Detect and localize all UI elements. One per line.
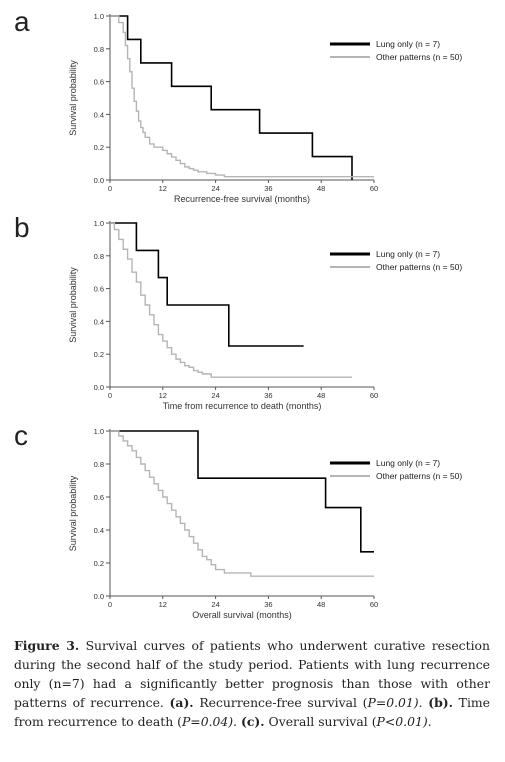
chart-a-panel-label: a [14, 6, 30, 37]
chart-c-x-tick-label: 0 [108, 600, 112, 609]
chart-c-y-tick-label: 0.0 [94, 592, 104, 601]
chart-a-legend-label: Lung only (n = 7) [376, 39, 440, 49]
chart-b-x-tick-label: 0 [108, 391, 112, 400]
chart-a-series-lung-only-curve [110, 15, 353, 180]
chart-a-y-axis-label: Survival probability [68, 60, 78, 136]
chart-a-y-tick-label: 0.0 [94, 176, 104, 185]
chart-b-x-tick-label: 12 [159, 391, 167, 400]
caption-panel-c-label: (c). [241, 714, 265, 729]
chart-c-legend-label: Lung only (n = 7) [376, 458, 440, 468]
chart-b-y-tick-label: 0.0 [94, 383, 104, 392]
chart-c-x-tick-label: 12 [159, 600, 167, 609]
chart-c-y-tick-label: 0.6 [94, 493, 104, 502]
chart-c-y-axis-label: Survival probability [68, 475, 78, 551]
chart-c-series-other-patterns-curve [110, 430, 374, 577]
caption-figure-label: Figure 3. [14, 638, 80, 653]
chart-c-x-tick-label: 60 [370, 600, 378, 609]
figure-panels: a 0.0 0.2 0.4 0.6 0.8 1.0 0 12 24 36 48 60 Recurrence… [14, 6, 462, 620]
chart-a-series-other-patterns-curve [110, 15, 374, 178]
caption-panel-c-pvalue: P<0.01). [376, 714, 432, 729]
caption-panel-b-pvalue: P=0.04). [181, 714, 241, 729]
chart-a-y-tick-label: 0.4 [94, 110, 104, 119]
chart-c-y-tick-label: 0.4 [94, 526, 104, 535]
chart-b-series-other-patterns-curve [110, 222, 352, 378]
chart-a-x-tick-label: 0 [108, 184, 112, 193]
chart-b-legend-label: Lung only (n = 7) [376, 249, 440, 259]
chart-a-x-axis-label: Recurrence-free survival (months) [174, 194, 310, 204]
chart-c-series-lung-only-curve [110, 430, 374, 553]
chart-a-x-tick-label: 60 [370, 184, 378, 193]
caption-panel-b-text: Time from recurrence to death ( [14, 695, 490, 729]
chart-c-x-tick-label: 24 [211, 600, 219, 609]
chart-a-y-tick-label: 1.0 [94, 12, 104, 21]
chart-b-x-axis-label: Time from recurrence to death (months) [163, 401, 322, 411]
chart-a-x-tick-label: 36 [264, 184, 272, 193]
chart-b-series-lung-only-curve [110, 222, 304, 347]
chart-a-y-tick-label: 0.8 [94, 45, 104, 54]
chart-c-y-tick-label: 0.2 [94, 559, 104, 568]
chart-b-x-tick-label: 60 [370, 391, 378, 400]
chart-c-legend-label: Other patterns (n = 50) [376, 471, 462, 481]
chart-a-y-tick-label: 0.6 [94, 78, 104, 87]
chart-c-x-tick-label: 36 [264, 600, 272, 609]
chart-b-x-tick-label: 48 [317, 391, 325, 400]
chart-b-legend-label: Other patterns (n = 50) [376, 262, 462, 272]
caption-panel-c-text: Overall survival ( [264, 714, 377, 729]
chart-b-y-tick-label: 0.6 [94, 285, 104, 294]
chart-a-y-tick-label: 0.2 [94, 143, 104, 152]
caption-panel-a-pvalue: P=0.01). [367, 695, 429, 710]
chart-a-legend-label: Other patterns (n = 50) [376, 52, 462, 62]
chart-c-y-tick-label: 0.8 [94, 460, 104, 469]
chart-a-x-tick-label: 24 [211, 184, 219, 193]
chart-c-x-tick-label: 48 [317, 600, 325, 609]
chart-c-y-tick-label: 1.0 [94, 427, 104, 436]
chart-a-x-tick-label: 12 [159, 184, 167, 193]
chart-b-x-tick-label: 36 [264, 391, 272, 400]
chart-b-x-tick-label: 24 [211, 391, 219, 400]
caption-panel-b-label: (b). [428, 695, 453, 710]
chart-b-y-axis-label: Survival probability [68, 267, 78, 343]
chart-c-panel-label: c [14, 420, 28, 451]
chart-b-y-tick-label: 0.4 [94, 317, 104, 326]
chart-b-panel-label: b [14, 212, 30, 243]
chart-b-y-tick-label: 0.2 [94, 350, 104, 359]
chart-c-x-axis-label: Overall survival (months) [192, 610, 292, 620]
caption-panel-a-label: (a). [169, 695, 194, 710]
chart-a-x-tick-label: 48 [317, 184, 325, 193]
chart-b-y-tick-label: 1.0 [94, 219, 104, 228]
caption-panel-a-text: Recurrence-free survival ( [193, 695, 368, 710]
caption-text: Survival curves of patients who underwen… [14, 638, 490, 710]
figure-caption: Figure 3. Survival curves of patients wh… [14, 636, 490, 731]
chart-b-y-tick-label: 0.8 [94, 252, 104, 261]
